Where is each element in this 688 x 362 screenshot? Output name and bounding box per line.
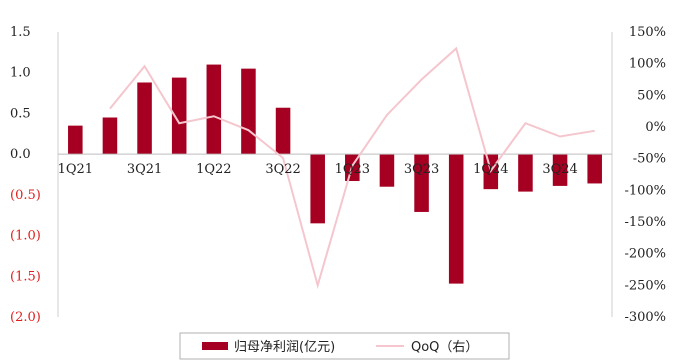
- right-tick-label: 50%: [637, 88, 666, 103]
- right-tick-label: -50%: [633, 152, 666, 167]
- legend-bar-label: 归母净利润(亿元): [234, 340, 335, 355]
- x-tick-label: 1Q21: [58, 162, 93, 177]
- bar-1Q21: [68, 125, 83, 155]
- x-tick-label: 1Q22: [196, 162, 231, 177]
- left-tick-label: 0.0: [10, 147, 31, 162]
- right-tick-label: -250%: [624, 278, 666, 293]
- bar-1Q22: [206, 64, 222, 155]
- bar-3Q22: [275, 107, 291, 155]
- left-axis-ticks: 1.5 1.0 0.5 0.0 (0.5) (1.0) (1.5) (2.0): [10, 25, 41, 325]
- right-tick-label: 100%: [629, 57, 666, 72]
- right-tick-label: -100%: [624, 183, 666, 198]
- bar-2Q24: [518, 154, 533, 192]
- qoq-line-series: [109, 46, 595, 290]
- legend-line-label: QoQ（右）: [411, 340, 478, 355]
- legend-frame: [179, 332, 510, 360]
- left-tick-label: (2.0): [10, 310, 41, 325]
- bar-4Q22: [310, 154, 325, 224]
- left-tick-label: 0.5: [10, 106, 31, 121]
- left-tick-label: 1.5: [10, 25, 31, 40]
- bar-4Q23: [448, 154, 464, 284]
- right-axis-ticks: 150% 100% 50% 0% -50% -100% -150% -200% -250% -30…: [624, 25, 666, 325]
- left-tick-label: (1.0): [10, 229, 41, 244]
- right-tick-label: 150%: [629, 25, 666, 40]
- legend: 归母净利润(亿元) QoQ（右）: [179, 332, 510, 360]
- x-tick-label: 3Q23: [404, 162, 439, 177]
- bar-4Q21: [171, 77, 187, 155]
- x-tick-label: 3Q24: [542, 162, 577, 177]
- bar-3Q23: [414, 154, 429, 212]
- right-tick-label: 0%: [645, 120, 666, 135]
- legend-bar-swatch: [202, 342, 228, 350]
- bar-2Q23: [379, 154, 395, 187]
- right-tick-label: -150%: [624, 215, 666, 230]
- x-tick-label: 3Q21: [127, 162, 162, 177]
- left-tick-label: (1.5): [10, 269, 41, 284]
- bar-2Q21: [102, 117, 118, 155]
- left-tick-label: (0.5): [10, 188, 41, 203]
- x-tick-label: 3Q22: [265, 162, 300, 177]
- bar-4Q24: [587, 154, 602, 184]
- bar-2Q22: [241, 68, 256, 155]
- bar-3Q24: [552, 154, 568, 186]
- x-tick-label: 1Q24: [473, 162, 508, 177]
- left-tick-label: 1.0: [10, 66, 31, 81]
- bar-3Q21: [137, 82, 152, 155]
- plot-area: 1.5 1.0 0.5 0.0 (0.5) (1.0) (1.5) (2.0) 150% 100…: [10, 25, 666, 325]
- x-tick-label: 1Q23: [335, 162, 370, 177]
- x-axis-ticks: 1Q21 3Q21 1Q22 3Q22 1Q23 3Q23 1Q24 3Q24: [58, 162, 578, 177]
- right-tick-label: -200%: [624, 247, 666, 262]
- bar-series: [68, 64, 602, 284]
- right-tick-label: -300%: [624, 310, 666, 325]
